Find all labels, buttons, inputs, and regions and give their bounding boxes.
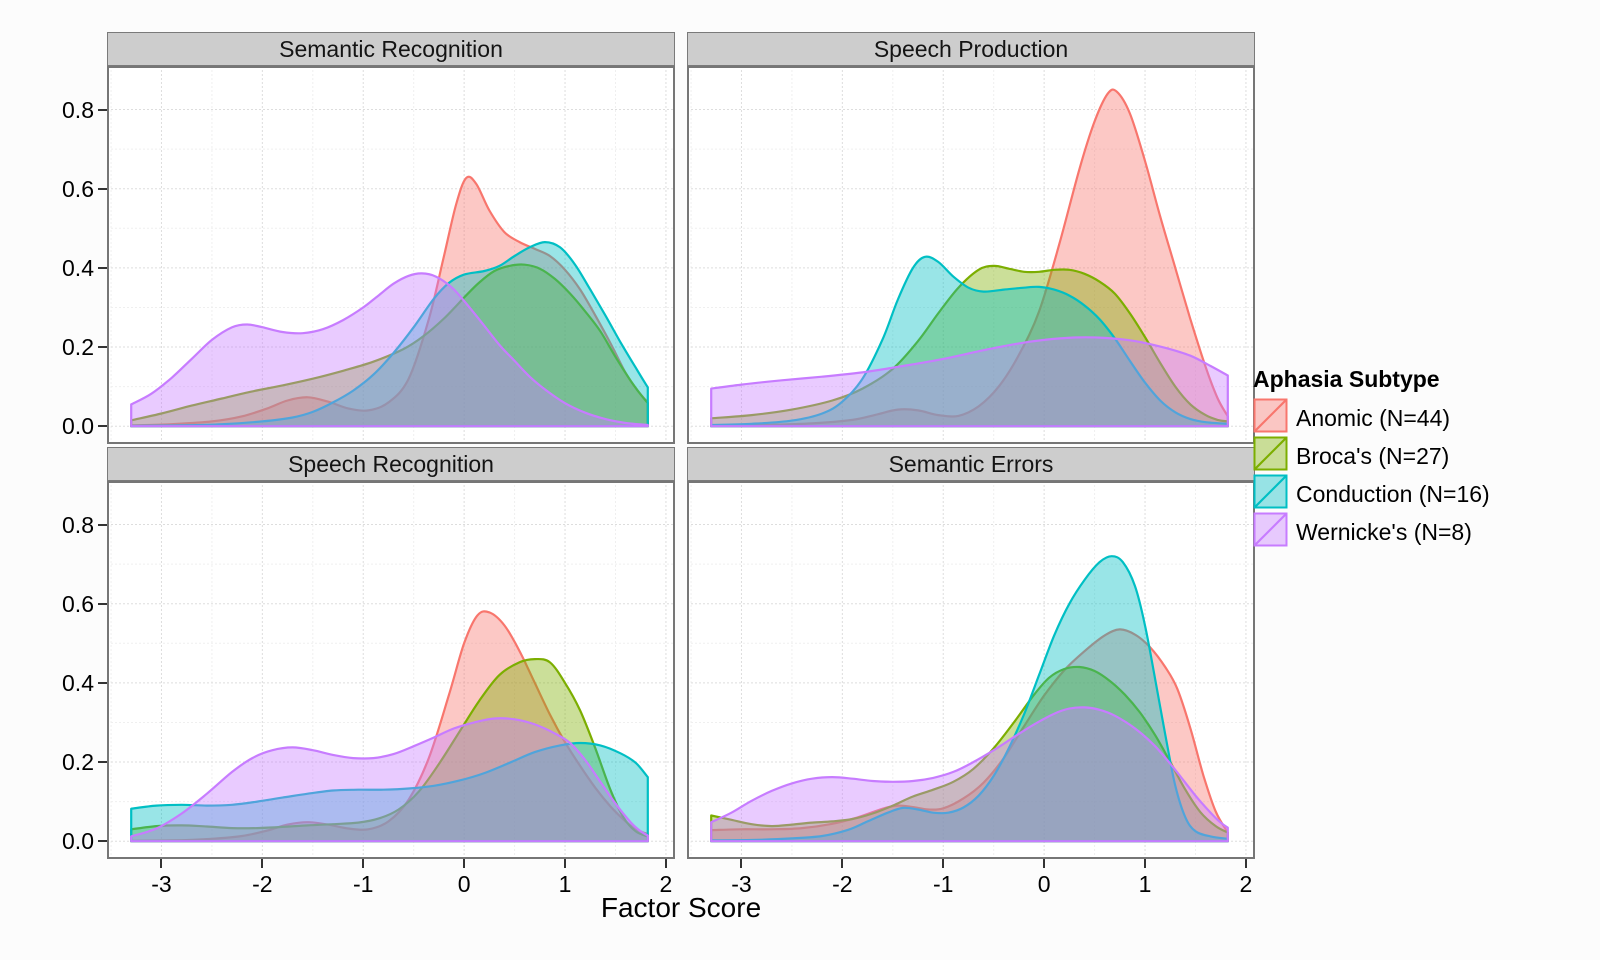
brocas-swatch-icon [1253, 436, 1288, 476]
y-tick-label: 0.4 [62, 254, 94, 281]
x-tick-mark [1244, 859, 1247, 868]
density-svg [687, 66, 1255, 444]
facet-strip-title: Semantic Recognition [107, 32, 675, 66]
y-tick-label: 0.4 [62, 669, 94, 696]
x-tick-label: 0 [1037, 871, 1051, 897]
density-curve [130, 741, 649, 843]
y-tick-mark [98, 761, 107, 764]
x-tick-label: 1 [1138, 871, 1152, 897]
legend-label: Broca's (N=27) [1296, 442, 1450, 469]
x-tick-label: -3 [731, 871, 752, 897]
y-tick-mark [98, 602, 107, 605]
legend-label: Anomic (N=44) [1296, 404, 1451, 431]
density-curve [130, 263, 649, 428]
y-tick-mark [98, 187, 107, 190]
density-curve [130, 241, 649, 428]
anomic-swatch-icon [1253, 398, 1288, 438]
legend: Aphasia Subtype Anomic (N=44) Broca's (N… [1253, 366, 1593, 551]
density-curve [130, 272, 649, 428]
density-curve [710, 336, 1229, 428]
x-tick-label: -1 [933, 871, 954, 897]
y-tick-label: 0.0 [62, 413, 94, 440]
legend-item-anomic: Anomic (N=44) [1253, 398, 1593, 438]
facet-strip-title: Speech Production [687, 32, 1255, 66]
x-tick-mark [463, 859, 466, 868]
facet-semantic-errors: Semantic Errors [687, 447, 1255, 859]
x-tick-mark [841, 859, 844, 868]
facet-title-text: Speech Production [873, 35, 1069, 62]
facet-title-text: Semantic Recognition [279, 35, 503, 62]
x-tick-label: 1 [558, 871, 572, 897]
y-tick-mark [98, 840, 107, 843]
y-tick-mark [98, 425, 107, 428]
x-tick-label: -3 [151, 871, 172, 897]
x-tick-label: -2 [252, 871, 273, 897]
conduction-swatch-icon [1253, 474, 1288, 514]
density-curve [130, 717, 649, 843]
legend-item-conduction: Conduction (N=16) [1253, 474, 1593, 514]
facet-speech-production: Speech Production [687, 32, 1255, 444]
x-tick-mark [664, 859, 667, 868]
y-tick-mark [98, 108, 107, 111]
density-curve [710, 706, 1229, 843]
y-tick-label: 0.8 [62, 511, 94, 538]
x-tick-label: 2 [1239, 871, 1253, 897]
y-tick-label: 0.0 [62, 828, 94, 855]
facet-strip-title: Semantic Errors [687, 447, 1255, 481]
x-tick-label: -1 [353, 871, 374, 897]
density-svg [107, 66, 675, 444]
facet-title-text: Semantic Errors [888, 450, 1054, 477]
x-tick-mark [942, 859, 945, 868]
legend-item-brocas: Broca's (N=27) [1253, 436, 1593, 476]
x-tick-mark [362, 859, 365, 868]
y-tick-mark [98, 523, 107, 526]
y-tick-label: 0.6 [62, 590, 94, 617]
x-tick-mark [740, 859, 743, 868]
density-curve [130, 657, 649, 843]
facet-speech-recognition: Speech Recognition [107, 447, 675, 859]
density-plot-area [687, 481, 1255, 859]
x-tick-label: 2 [659, 871, 673, 897]
y-tick-mark [98, 346, 107, 349]
density-plot-area [107, 481, 675, 859]
x-tick-mark [564, 859, 567, 868]
density-plot-area [687, 66, 1255, 444]
legend-item-wernickes: Wernicke's (N=8) [1253, 512, 1593, 552]
density-plot-area [107, 66, 675, 444]
density-curve [710, 555, 1229, 843]
facet-strip-title: Speech Recognition [107, 447, 675, 481]
y-tick-mark [98, 266, 107, 269]
density-curve [710, 88, 1229, 428]
y-tick-label: 0.2 [62, 749, 94, 776]
legend-label: Conduction (N=16) [1296, 480, 1490, 507]
density-svg [687, 481, 1255, 859]
x-tick-mark [160, 859, 163, 868]
facet-semantic-recognition: Semantic Recognition [107, 32, 675, 444]
x-tick-mark [1043, 859, 1046, 868]
x-tick-label: 0 [457, 871, 471, 897]
x-tick-mark [261, 859, 264, 868]
density-svg [107, 481, 675, 859]
x-tick-label: -2 [832, 871, 853, 897]
legend-title: Aphasia Subtype [1253, 366, 1440, 392]
density-curve [710, 264, 1229, 428]
x-tick-mark [1144, 859, 1147, 868]
legend-label: Wernicke's (N=8) [1296, 518, 1472, 545]
y-tick-label: 0.6 [62, 175, 94, 202]
facet-title-text: Speech Recognition [288, 450, 494, 477]
y-tick-mark [98, 681, 107, 684]
wernickes-swatch-icon [1253, 512, 1288, 552]
y-tick-label: 0.8 [62, 96, 94, 123]
y-tick-label: 0.2 [62, 334, 94, 361]
density-curve [710, 255, 1229, 428]
x-axis-title: Factor Score [600, 892, 762, 923]
